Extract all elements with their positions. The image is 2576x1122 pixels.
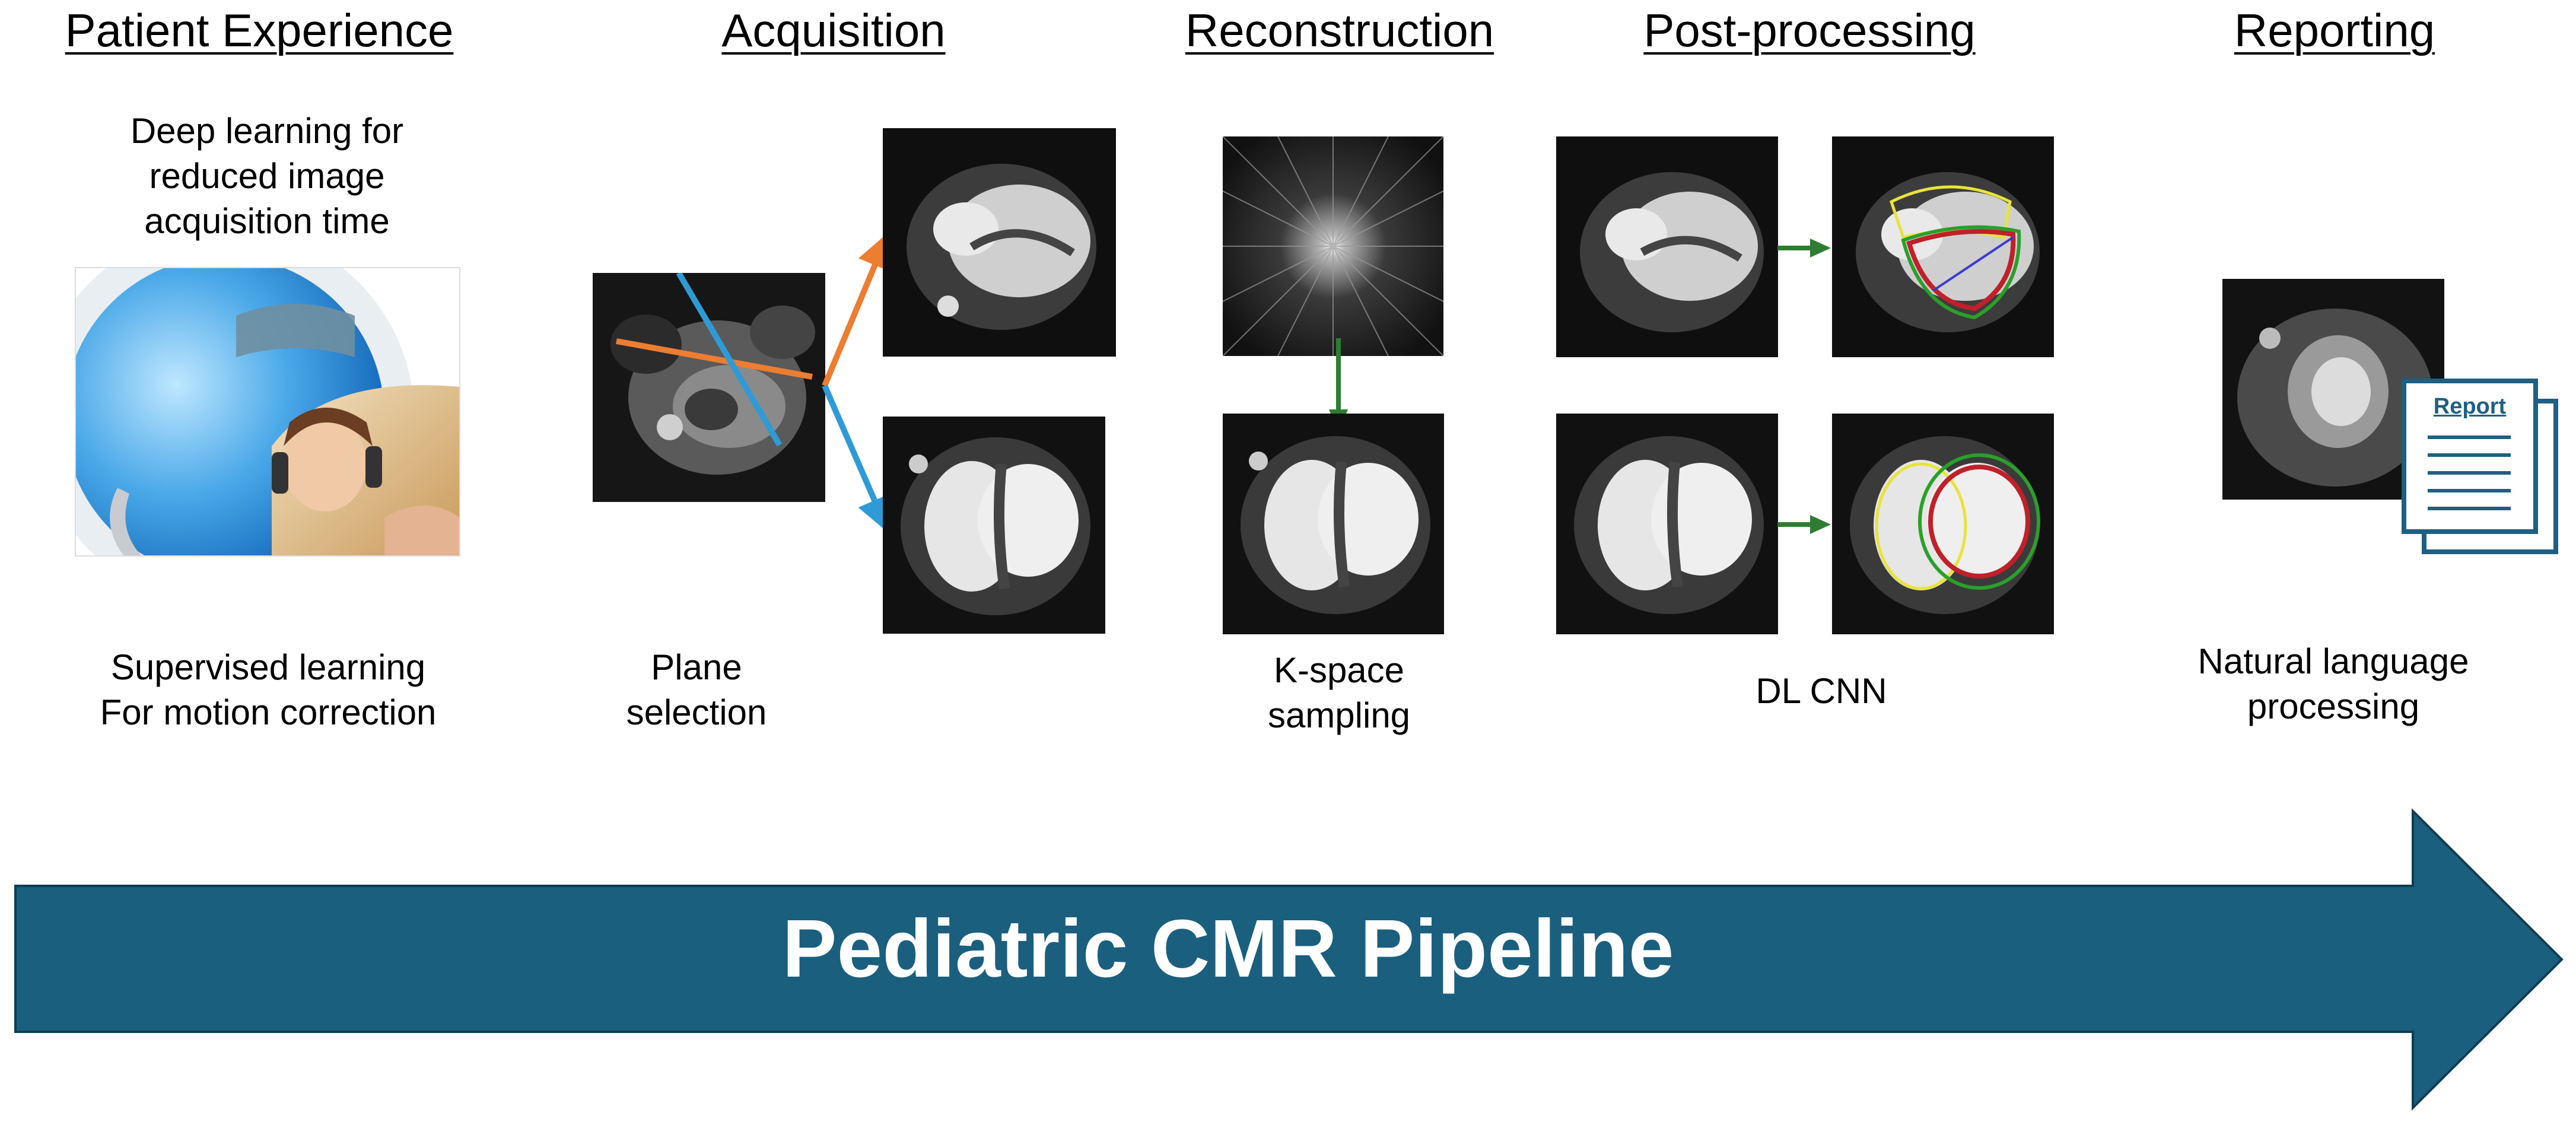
postproc-segmented-four-chamber <box>1832 136 2054 357</box>
caption-patient-bottom: Supervised learning For motion correctio… <box>100 645 437 735</box>
caption-acquisition: Plane selection <box>626 645 767 735</box>
caption-line: Natural language <box>2197 641 2469 681</box>
caption-line: Plane <box>651 647 742 687</box>
caption-post-processing: DL CNN <box>1756 671 1887 711</box>
caption-line: selection <box>626 692 767 732</box>
cardiac-mri-short-axis <box>883 417 1105 634</box>
heading-acquisition: Acquisition <box>721 4 946 56</box>
heading-patient-experience: Patient Experience <box>65 4 454 56</box>
cardiac-mri-four-chamber <box>883 128 1116 357</box>
caption-line: acquisition time <box>144 201 390 241</box>
caption-line: Supervised learning <box>110 647 426 687</box>
report-line <box>2428 453 2511 457</box>
banner-title: Pediatric CMR Pipeline <box>782 903 1674 994</box>
segmentation-arrow-bottom <box>1777 515 1831 534</box>
segmentation-arrow-top <box>1777 239 1831 258</box>
report-line <box>2428 507 2511 510</box>
heading-reconstruction: Reconstruction <box>1185 4 1494 56</box>
report-line <box>2428 489 2511 492</box>
report-line <box>2428 471 2511 475</box>
mri-scanner-photo <box>75 267 460 557</box>
caption-reconstruction: K-space sampling <box>1268 648 1410 738</box>
postproc-input-short-axis <box>1556 414 1778 634</box>
caption-line: K-space <box>1273 650 1405 690</box>
heading-post-processing: Post-processing <box>1643 4 1976 56</box>
caption-line: For motion correction <box>100 692 437 732</box>
caption-line: Deep learning for <box>130 111 404 151</box>
postproc-segmented-short-axis <box>1832 414 2054 634</box>
caption-line: reduced image <box>149 156 385 196</box>
caption-line: sampling <box>1267 695 1411 735</box>
report-page-front: Report <box>2402 379 2538 534</box>
reconstructed-mri-image <box>1223 414 1444 634</box>
heading-reporting: Reporting <box>2234 4 2435 56</box>
postproc-input-four-chamber <box>1556 136 1778 357</box>
report-document-icon: Report <box>2402 379 2564 560</box>
pipeline-banner-arrow <box>14 808 2564 1111</box>
caption-patient-top: Deep learning for reduced image acquisit… <box>131 109 403 244</box>
cardiac-mri-localizer <box>593 273 825 502</box>
report-line <box>2428 436 2511 439</box>
report-label: Report <box>2433 394 2507 419</box>
caption-reporting: Natural language processing <box>2197 639 2469 729</box>
plane-selection-arrows <box>822 232 892 533</box>
caption-line: processing <box>2247 686 2420 726</box>
k-space-image <box>1223 136 1443 356</box>
